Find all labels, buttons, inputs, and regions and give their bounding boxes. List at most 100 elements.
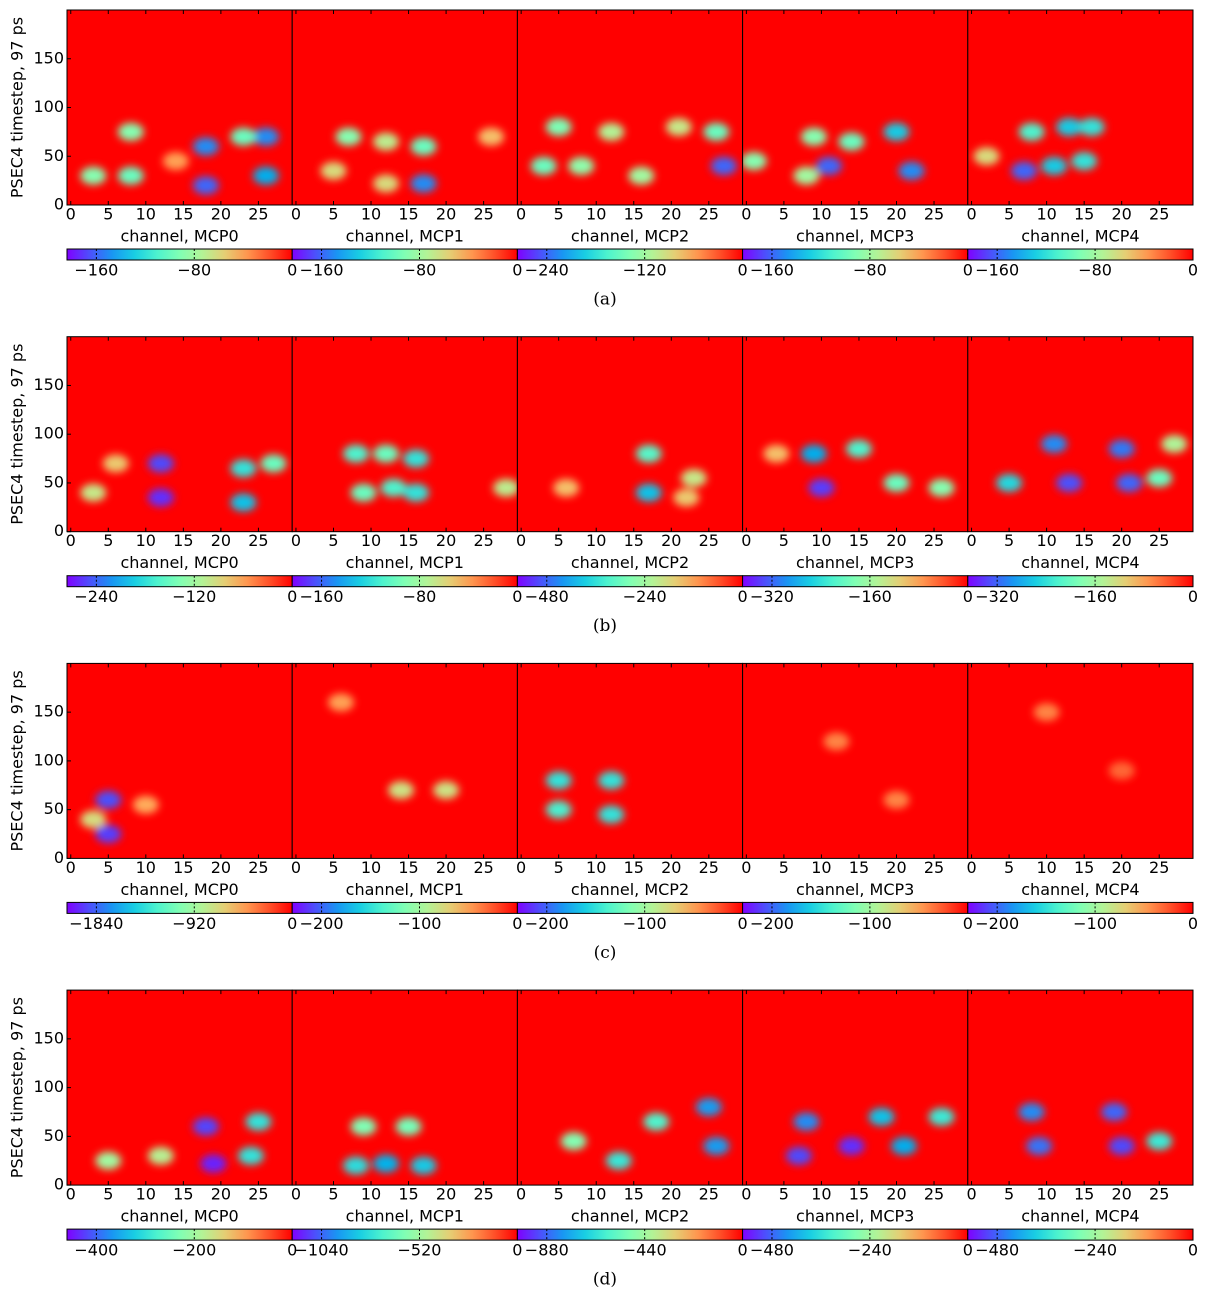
colorbar-tick-label: −200: [300, 914, 344, 933]
heatmap-layer: [1018, 1102, 1173, 1156]
x-tick-label: 15: [849, 531, 869, 550]
heatmap-background: [742, 663, 968, 859]
x-tick-label: 15: [173, 1185, 193, 1204]
heatmap-spot: [410, 174, 437, 193]
x-tick-label: 20: [661, 531, 681, 550]
heatmap-layer: [80, 790, 159, 844]
colorbar: [967, 575, 1194, 588]
x-tick-label: 0: [516, 858, 526, 877]
heatmap: [517, 663, 743, 859]
heatmap-spot: [808, 478, 835, 497]
caption: (a): [593, 290, 616, 310]
x-tick-label: 20: [1112, 531, 1132, 550]
heatmap-spot: [373, 132, 400, 151]
colorbar-tick-label: −160: [848, 587, 892, 606]
heatmap: [967, 990, 1193, 1186]
x-tick-label: 20: [1112, 1185, 1132, 1204]
y-tick-label: 50: [44, 472, 64, 491]
heatmap: [67, 990, 293, 1186]
x-axis-label: channel, MCP4: [1021, 227, 1139, 246]
colorbar: [66, 248, 293, 261]
heatmap-spot: [80, 810, 107, 829]
colorbar-tick-label: −1840: [69, 914, 123, 933]
colorbar-tick-label: −240: [74, 587, 118, 606]
heatmap-spot: [117, 166, 144, 185]
x-tick-label: 5: [103, 531, 113, 550]
x-tick-label: 15: [849, 205, 869, 224]
colorbar-tick-label: −200: [525, 914, 569, 933]
heatmap-spot: [327, 693, 354, 712]
heatmap-spot: [373, 444, 400, 463]
heatmap-spot: [635, 483, 662, 502]
heatmap: [967, 10, 1193, 205]
heatmap-layer: [95, 1112, 272, 1173]
colorbar-tick-label: −400: [74, 1241, 118, 1260]
x-tick-label: 20: [211, 1185, 231, 1204]
colorbar-tick-label: 0: [287, 914, 297, 933]
colorbar: [742, 901, 969, 914]
y-tick-label: 0: [54, 195, 64, 214]
colorbar-tick-label: 0: [512, 587, 522, 606]
x-tick-label: 5: [1004, 205, 1014, 224]
x-tick-label: 5: [1004, 1185, 1014, 1204]
colorbar-tick-label: −160: [74, 261, 118, 280]
heatmap-layer: [545, 771, 625, 824]
y-tick-label: 150: [33, 375, 64, 394]
x-tick-label: 25: [1149, 205, 1169, 224]
heatmap-spot: [1146, 1132, 1173, 1151]
x-tick-label: 25: [924, 205, 944, 224]
heatmap-spot: [433, 781, 460, 800]
heatmap-spot: [823, 732, 850, 751]
heatmap-layer: [320, 127, 505, 193]
caption: (b): [593, 616, 617, 636]
heatmap: [67, 663, 293, 859]
x-tick-label: 15: [398, 1185, 418, 1204]
heatmap-spot: [95, 825, 122, 844]
heatmap-spot: [147, 488, 174, 507]
heatmap: [742, 663, 968, 859]
heatmap-spot: [350, 483, 377, 502]
heatmap-spot: [845, 439, 872, 458]
y-tick-label: 0: [54, 848, 64, 867]
x-tick-label: 10: [1036, 205, 1056, 224]
heatmap: [67, 336, 293, 532]
heatmap-spot: [890, 1137, 917, 1156]
heatmap-spot: [80, 166, 107, 185]
x-axis-label: channel, MCP0: [120, 1207, 238, 1226]
x-tick-label: 0: [66, 531, 76, 550]
x-tick-label: 15: [1074, 858, 1094, 877]
x-axis-label: channel, MCP1: [346, 880, 464, 899]
heatmap-spot: [598, 805, 625, 824]
heatmap: [742, 336, 968, 532]
heatmap-spot: [95, 1151, 122, 1170]
heatmap-spot: [1056, 473, 1083, 492]
heatmap-layer: [996, 434, 1188, 492]
colorbar-tick-label: −80: [1078, 261, 1112, 280]
colorbar-tick-label: −80: [853, 261, 887, 280]
colorbar-tick-label: −240: [1073, 1241, 1117, 1260]
x-tick-label: 5: [554, 858, 564, 877]
x-tick-label: 15: [624, 1185, 644, 1204]
heatmap-layer: [343, 1117, 437, 1175]
colorbar: [66, 575, 293, 588]
colorbar: [66, 1228, 293, 1241]
colorbar-tick-label: 0: [512, 261, 522, 280]
colorbar-tick-label: −80: [177, 261, 211, 280]
heatmap: [517, 990, 743, 1186]
heatmap-spot: [335, 127, 362, 146]
heatmap-spot: [763, 444, 790, 463]
colorbar-tick-label: −480: [975, 1241, 1019, 1260]
x-tick-label: 20: [436, 1185, 456, 1204]
x-tick-label: 10: [811, 531, 831, 550]
plot-frame: [967, 9, 1194, 206]
colorbar-tick-label: −240: [623, 587, 667, 606]
colorbar: [742, 248, 969, 261]
x-tick-label: 25: [1149, 1185, 1169, 1204]
heatmap: [517, 336, 743, 532]
heatmap-spot: [200, 1154, 227, 1173]
heatmap-layer: [560, 1098, 730, 1170]
x-tick-label: 15: [173, 531, 193, 550]
colorbar: [291, 901, 518, 914]
colorbar-tick-label: 0: [738, 914, 748, 933]
x-tick-label: 0: [966, 1185, 976, 1204]
